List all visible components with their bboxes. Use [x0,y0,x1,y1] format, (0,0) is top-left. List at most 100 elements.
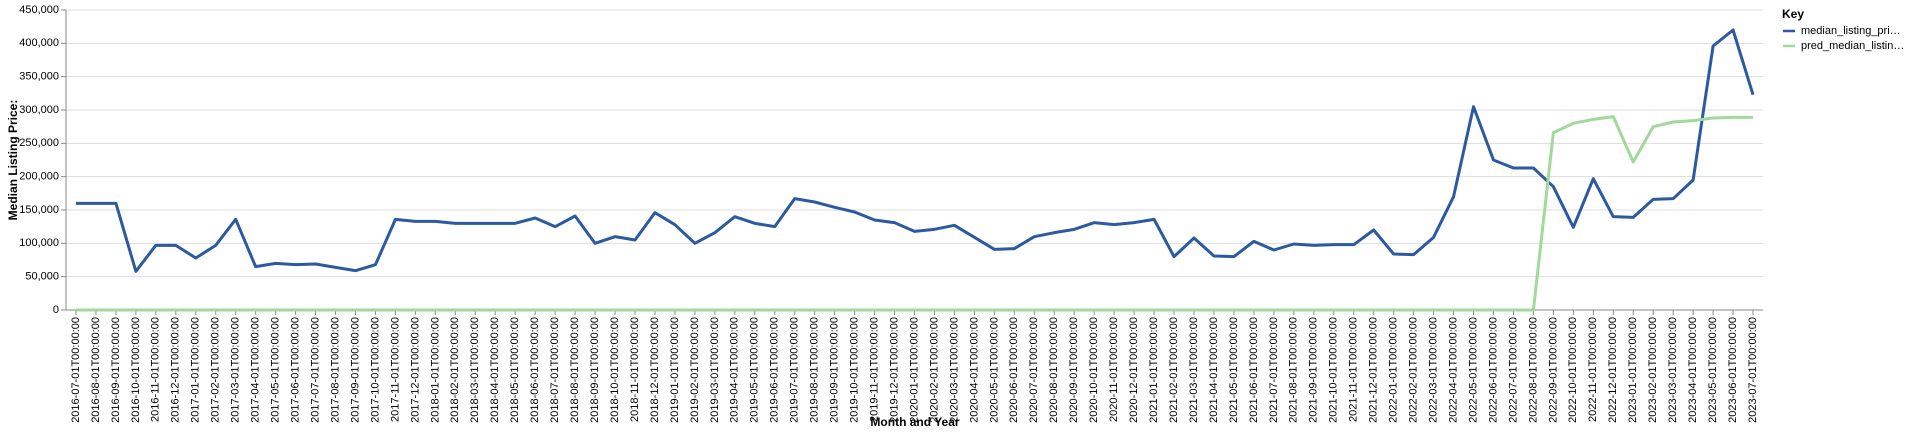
legend-label: median_listing_pri… [1801,25,1901,37]
x-tick-label: 2020-04-01T00:00:00 [968,317,980,423]
x-tick-label: 2022-12-01T00:00:00 [1607,317,1619,423]
x-tick-label: 2022-08-01T00:00:00 [1527,317,1539,423]
x-tick-label: 2022-10-01T00:00:00 [1567,317,1579,423]
y-tick-label: 50,000 [25,271,59,283]
x-tick-label: 2019-11-01T00:00:00 [868,317,880,422]
x-tick-label: 2018-04-01T00:00:00 [489,317,501,423]
x-tick-label: 2016-09-01T00:00:00 [110,317,122,423]
x-tick-label: 2017-12-01T00:00:00 [409,317,421,423]
x-tick-label: 2021-05-01T00:00:00 [1228,317,1240,423]
x-tick-label: 2019-07-01T00:00:00 [789,317,801,423]
x-tick-label: 2020-10-01T00:00:00 [1088,317,1100,423]
x-tick-label: 2019-09-01T00:00:00 [829,317,841,423]
x-tick-label: 2022-04-01T00:00:00 [1447,317,1459,423]
x-tick-label: 2018-09-01T00:00:00 [589,317,601,423]
x-tick-label: 2022-05-01T00:00:00 [1467,317,1479,423]
legend-label: pred_median_listin… [1801,40,1904,52]
x-tick-label: 2017-06-01T00:00:00 [290,317,302,423]
x-tick-label: 2019-02-01T00:00:00 [689,317,701,423]
x-tick-label: 2019-05-01T00:00:00 [749,317,761,423]
x-tick-label: 2017-03-01T00:00:00 [230,317,242,423]
x-tick-label: 2020-05-01T00:00:00 [988,317,1000,423]
y-tick-label: 150,000 [19,204,59,216]
x-tick-label: 2021-08-01T00:00:00 [1288,317,1300,423]
x-tick-label: 2017-07-01T00:00:00 [309,317,321,423]
x-tick-label: 2016-08-01T00:00:00 [90,317,102,423]
x-tick-label: 2022-09-01T00:00:00 [1547,317,1559,423]
x-tick-label: 2018-01-01T00:00:00 [429,317,441,423]
x-tick-label: 2019-08-01T00:00:00 [809,317,821,423]
x-tick-label: 2021-10-01T00:00:00 [1328,317,1340,423]
line-series [75,28,1755,273]
x-tick-label: 2018-08-01T00:00:00 [569,317,581,423]
x-tick-label: 2022-03-01T00:00:00 [1427,317,1439,423]
y-tick-label: 350,000 [19,71,59,83]
x-tick-label: 2017-04-01T00:00:00 [250,317,262,423]
x-tick-label: 2020-12-01T00:00:00 [1128,317,1140,423]
y-tick-label: 250,000 [19,137,59,149]
x-tick-label: 2019-01-01T00:00:00 [669,317,681,423]
line-series [75,115,1754,312]
x-tick-label: 2021-11-01T00:00:00 [1348,317,1360,422]
x-tick-label: 2020-08-01T00:00:00 [1048,317,1060,423]
x-tick-label: 2023-02-01T00:00:00 [1647,317,1659,423]
x-tick-label: 2016-12-01T00:00:00 [170,317,182,423]
x-tick-label: 2018-03-01T00:00:00 [469,317,481,423]
x-tick-label: 2023-06-01T00:00:00 [1727,317,1739,423]
x-tick-label: 2021-12-01T00:00:00 [1368,317,1380,423]
x-tick-label: 2020-03-01T00:00:00 [948,317,960,423]
x-tick-label: 2020-02-01T00:00:00 [928,317,940,423]
x-tick-label: 2023-03-01T00:00:00 [1667,317,1679,423]
x-tick-label: 2017-11-01T00:00:00 [389,317,401,422]
y-tick-label: 300,000 [19,104,59,116]
x-axis-title: Month and Year [870,415,959,429]
x-tick-label: 2020-07-01T00:00:00 [1028,317,1040,423]
x-tick-label: 2019-12-01T00:00:00 [888,317,900,423]
x-tick-label: 2021-09-01T00:00:00 [1308,317,1320,423]
x-tick-label: 2017-01-01T00:00:00 [190,317,202,423]
x-tick-label: 2021-07-01T00:00:00 [1268,317,1280,423]
y-tick-label: 200,000 [19,171,59,183]
x-tick-label: 2016-11-01T00:00:00 [150,317,162,422]
x-tick-label: 2017-08-01T00:00:00 [329,317,341,423]
x-tick-label: 2016-10-01T00:00:00 [130,317,142,423]
x-tick-label: 2019-10-01T00:00:00 [849,317,861,423]
x-tick-label: 2020-06-01T00:00:00 [1008,317,1020,423]
x-tick-label: 2017-09-01T00:00:00 [349,317,361,423]
x-tick-label: 2023-05-01T00:00:00 [1707,317,1719,423]
x-tick-label: 2022-01-01T00:00:00 [1388,317,1400,423]
x-tick-label: 2022-02-01T00:00:00 [1408,317,1420,423]
y-tick-label: 0 [53,304,59,316]
x-tick-label: 2023-04-01T00:00:00 [1687,317,1699,423]
x-tick-label: 2022-06-01T00:00:00 [1487,317,1499,423]
x-tick-label: 2017-10-01T00:00:00 [369,317,381,423]
x-tick-label: 2020-11-01T00:00:00 [1108,317,1120,422]
x-tick-label: 2018-11-01T00:00:00 [629,317,641,422]
y-tick-label: 100,000 [19,237,59,249]
y-tick-label: 400,000 [19,37,59,49]
x-tick-label: 2021-06-01T00:00:00 [1248,317,1260,423]
x-tick-label: 2022-11-01T00:00:00 [1587,317,1599,422]
x-tick-label: 2017-02-01T00:00:00 [210,317,222,423]
x-tick-label: 2018-05-01T00:00:00 [509,317,521,423]
x-tick-label: 2021-02-01T00:00:00 [1168,317,1180,423]
x-tick-label: 2019-04-01T00:00:00 [729,317,741,423]
x-tick-label: 2020-01-01T00:00:00 [908,317,920,423]
x-tick-label: 2021-04-01T00:00:00 [1208,317,1220,423]
x-tick-label: 2019-06-01T00:00:00 [769,317,781,423]
x-tick-label: 2020-09-01T00:00:00 [1068,317,1080,423]
x-tick-label: 2018-12-01T00:00:00 [649,317,661,423]
x-tick-label: 2018-07-01T00:00:00 [549,317,561,423]
x-tick-label: 2023-01-01T00:00:00 [1627,317,1639,423]
y-tick-label: 450,000 [19,4,59,16]
legend-title: Key [1782,7,1804,21]
x-tick-label: 2018-10-01T00:00:00 [609,317,621,423]
y-axis-title: Median Listing Price: [6,100,20,221]
x-tick-label: 2019-03-01T00:00:00 [709,317,721,423]
x-tick-label: 2016-07-01T00:00:00 [70,317,82,423]
x-tick-label: 2018-06-01T00:00:00 [529,317,541,423]
x-tick-label: 2022-07-01T00:00:00 [1507,317,1519,423]
x-tick-label: 2018-02-01T00:00:00 [449,317,461,423]
